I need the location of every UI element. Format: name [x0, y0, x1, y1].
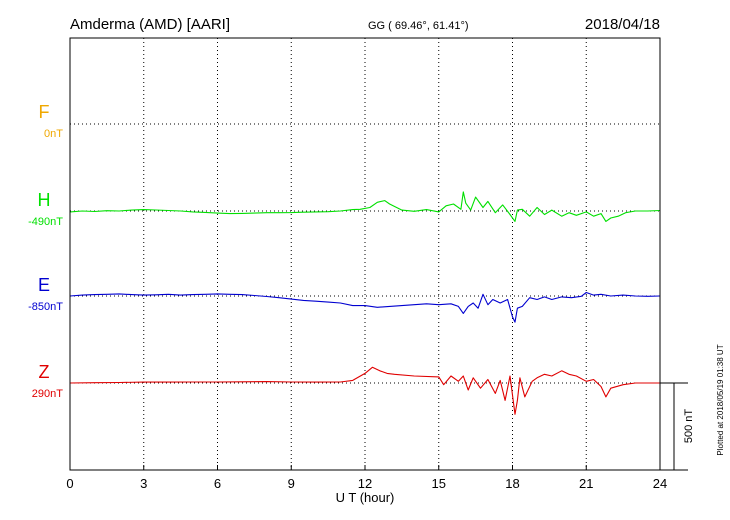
trace-e: [69, 291, 661, 323]
plot-date: 2018/04/18: [585, 16, 660, 33]
x-tick-label: 12: [358, 476, 372, 491]
channel-name-e: E: [38, 275, 50, 295]
channel-baseline-f: 0nT: [44, 128, 63, 140]
plotted-timestamp: Plotted at 2018/05/19 01:38 UT: [716, 344, 725, 455]
x-tick-label: 3: [140, 476, 147, 491]
trace-z: [69, 366, 660, 415]
x-tick-label: 6: [214, 476, 221, 491]
channel-baseline-h: -490nT: [28, 216, 63, 228]
scale-bar: 500 nT: [660, 382, 695, 471]
x-tick-label: 24: [653, 476, 667, 491]
x-tick-label: 21: [579, 476, 593, 491]
trace-h: [69, 191, 661, 222]
channel-labels: F 0nT H -490nT E -850nT Z 290nT: [28, 102, 63, 400]
station-title: Amderma (AMD) [AARI]: [70, 16, 230, 33]
station-coordinates: GG ( 69.46°, 61.41°): [368, 20, 469, 32]
x-tick-label: 9: [288, 476, 295, 491]
channel-baseline-z: 290nT: [32, 388, 63, 400]
x-tick-label: 15: [432, 476, 446, 491]
x-axis-label: U T (hour): [336, 490, 395, 505]
channel-name-h: H: [38, 190, 51, 210]
x-tick-label: 0: [66, 476, 73, 491]
x-axis: 0 3 6 9 12 15 18 21 24: [66, 465, 667, 491]
x-tick-label: 18: [505, 476, 519, 491]
data-traces: [69, 191, 661, 415]
channel-baseline-e: -850nT: [28, 301, 63, 313]
grid-lines: [70, 38, 660, 470]
channel-name-z: Z: [39, 362, 50, 382]
channel-name-f: F: [39, 102, 50, 122]
scale-bar-label: 500 nT: [683, 409, 695, 444]
